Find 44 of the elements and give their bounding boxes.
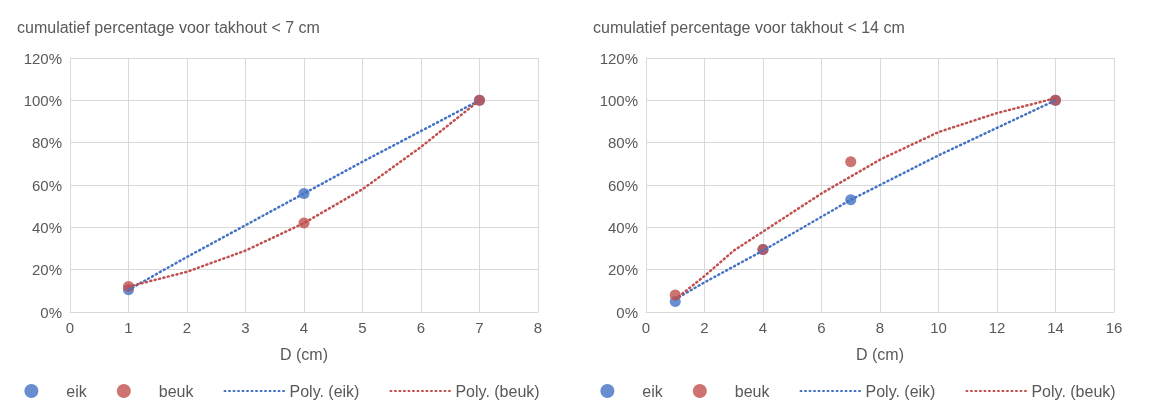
legend-label: Poly. (beuk) xyxy=(1031,382,1116,400)
x-tick-label: 2 xyxy=(700,319,709,336)
x-tick-label: 1 xyxy=(124,319,133,336)
y-tick-label: 100% xyxy=(23,91,62,109)
y-tick-label: 120% xyxy=(23,49,62,67)
x-tick-label: 6 xyxy=(817,319,826,336)
x-tick-label: 16 xyxy=(1105,319,1123,336)
legend-label: Poly. (eik) xyxy=(289,382,360,400)
y-tick-label: 100% xyxy=(599,91,638,109)
x-tick-label: 3 xyxy=(241,319,250,336)
y-tick-label: 0% xyxy=(40,303,62,321)
legend-label: eik xyxy=(642,382,664,400)
y-tick-label: 60% xyxy=(31,176,62,194)
x-tick-label: 2 xyxy=(182,319,192,336)
legend-label: beuk xyxy=(158,382,195,400)
x-tick-label: 10 xyxy=(930,319,947,336)
x-tick-label: 4 xyxy=(299,319,309,336)
y-tick-label: 20% xyxy=(607,261,638,279)
y-tick-label: 40% xyxy=(31,218,62,236)
y-tick-label: 0% xyxy=(616,303,638,321)
x-tick-label: 5 xyxy=(358,319,367,336)
x-tick-label: 0 xyxy=(65,319,75,336)
y-tick-label: 80% xyxy=(607,134,638,152)
y-tick-label: 80% xyxy=(31,134,62,152)
x-axis-title: D (cm) xyxy=(280,345,328,363)
x-tick-label: 4 xyxy=(758,319,768,336)
legend-label: Poly. (beuk) xyxy=(455,382,540,400)
legend-label: beuk xyxy=(734,382,771,400)
x-tick-label: 8 xyxy=(533,319,543,336)
x-tick-label: 0 xyxy=(641,319,651,336)
x-tick-label: 8 xyxy=(875,319,885,336)
y-tick-label: 20% xyxy=(31,261,62,279)
x-tick-label: 14 xyxy=(1047,319,1064,336)
y-tick-label: 120% xyxy=(599,49,638,67)
x-axis-title: D (cm) xyxy=(856,345,904,363)
legend-label: Poly. (eik) xyxy=(865,382,936,400)
chart-title: cumulatief percentage voor takhout < 14 cm xyxy=(593,18,905,36)
x-tick-label: 7 xyxy=(475,319,484,336)
x-tick-label: 6 xyxy=(416,319,426,336)
chart-title: cumulatief percentage voor takhout < 7 cm xyxy=(17,18,320,36)
x-tick-label: 12 xyxy=(988,319,1006,336)
legend-label: eik xyxy=(66,382,88,400)
y-tick-label: 60% xyxy=(607,176,638,194)
y-tick-label: 40% xyxy=(607,218,638,236)
